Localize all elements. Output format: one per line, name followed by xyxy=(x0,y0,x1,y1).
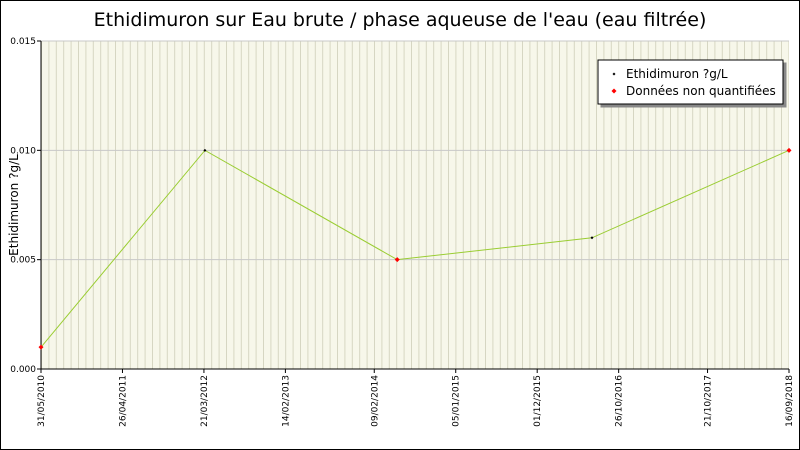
x-tick-label: 05/01/2015 xyxy=(452,375,462,427)
y-axis-label: Ethidimuron ?g/L xyxy=(7,154,21,256)
y-tick-label: 0.015 xyxy=(10,37,36,47)
x-tick-label: 14/02/2013 xyxy=(281,375,291,427)
x-tick-label: 26/04/2011 xyxy=(118,375,128,427)
non-quantified-point xyxy=(786,147,792,153)
x-tick-label: 21/10/2017 xyxy=(704,375,714,427)
legend-label: Ethidimuron ?g/L xyxy=(626,67,728,81)
x-tick-label: 31/05/2010 xyxy=(37,375,47,427)
non-quantified-point xyxy=(394,257,400,263)
x-tick-label: 21/03/2012 xyxy=(200,375,210,427)
chart-title: Ethidimuron sur Eau brute / phase aqueus… xyxy=(94,9,707,31)
data-point xyxy=(203,148,207,152)
y-tick-label: 0.010 xyxy=(10,146,36,156)
legend: Ethidimuron ?g/L Données non quantifiées xyxy=(597,59,784,105)
legend-marker xyxy=(611,88,617,94)
x-tick-label: 26/10/2016 xyxy=(615,375,625,427)
legend-marker xyxy=(612,72,616,76)
x-tick-label: 16/09/2018 xyxy=(785,375,795,427)
y-tick-label: 0.000 xyxy=(10,365,36,375)
legend-label: Données non quantifiées xyxy=(626,84,776,98)
x-tick-label: 09/02/2014 xyxy=(370,375,380,427)
data-point xyxy=(590,236,594,240)
y-tick-label: 0.005 xyxy=(10,256,36,266)
legend-box xyxy=(597,59,784,105)
non-quantified-point xyxy=(38,344,44,350)
x-tick-label: 01/12/2015 xyxy=(533,375,543,427)
